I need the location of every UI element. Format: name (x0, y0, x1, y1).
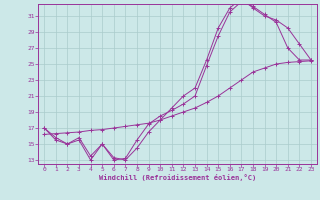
X-axis label: Windchill (Refroidissement éolien,°C): Windchill (Refroidissement éolien,°C) (99, 174, 256, 181)
